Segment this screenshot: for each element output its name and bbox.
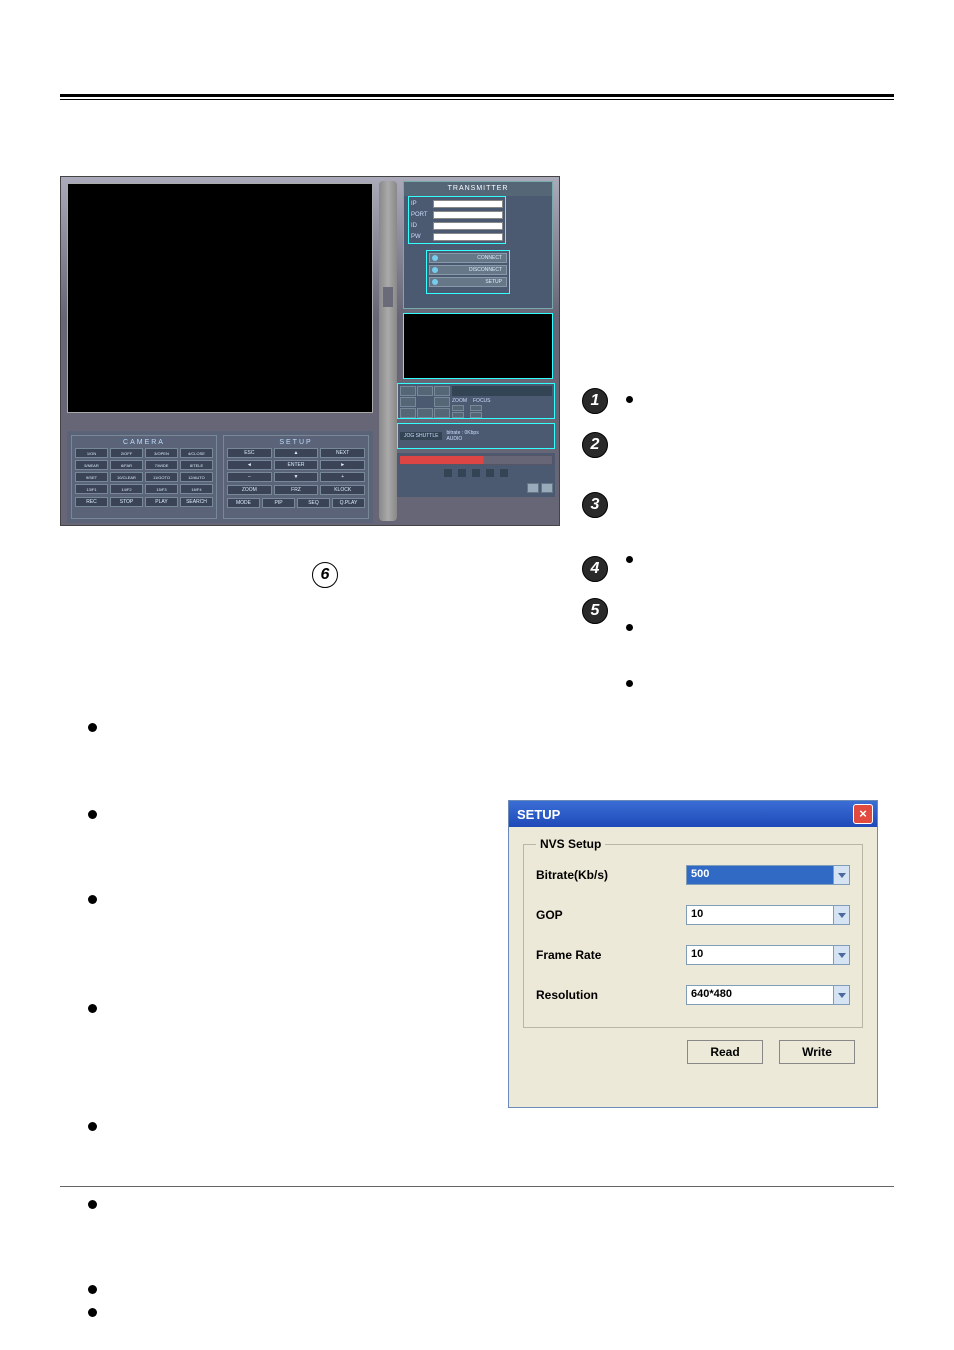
setup-dialog: SETUP × NVS Setup Bitrate(Kb/s) 500 GOP … [508,800,878,1108]
chevron-down-icon[interactable] [834,985,850,1005]
conn-label: PW [411,234,433,240]
port-field[interactable] [433,211,503,219]
setup-panel: SETUP ESC▲NEXT ◄ENTER► –▼+ ZOOMFRZKLOCK … [223,435,369,519]
divider-slot [383,287,393,307]
playback-controls[interactable] [399,469,553,481]
body-bullet [88,1004,97,1013]
callout-badge-2: 2 [582,432,608,458]
framerate-combo[interactable]: 10 [686,945,850,965]
setup-keypad[interactable]: ESC▲NEXT ◄ENTER► –▼+ [227,448,365,482]
bitrate-label: Bitrate(Kb/s) [536,868,686,882]
zoom-stepper[interactable] [452,405,464,418]
camera-keypad[interactable]: 1/ON2/OFF3/OPEN4/CLOSE 5/NEAR6/FAR7/WIDE… [75,448,213,494]
callout-badge-3: 3 [582,492,608,518]
body-bullet [88,723,97,732]
header-rule [60,94,894,100]
gop-value[interactable]: 10 [686,905,834,925]
camera-panel-title: CAMERA [75,439,213,446]
setup-dialog-titlebar[interactable]: SETUP × [509,801,877,827]
aux-video-area[interactable] [403,313,553,379]
bitrate-value[interactable]: 500 [686,865,834,885]
callout-badge-4: 4 [582,556,608,582]
side-bullet [626,680,633,687]
conn-label: ID [411,223,433,229]
footer-rule [60,1186,894,1187]
callout-badge-5: 5 [582,598,608,624]
setup-panel-title: SETUP [227,439,365,446]
body-bullet [88,1285,97,1294]
focus-stepper[interactable] [470,405,482,418]
pw-field[interactable] [433,233,503,241]
resolution-value[interactable]: 640*480 [686,985,834,1005]
setup-row-b[interactable]: MODEPIPSEQQ.PLAY [227,498,365,508]
zoom-label: ZOOM [452,398,467,404]
nvs-setup-legend: NVS Setup [536,837,605,851]
transmitter-title: TRANSMITTER [404,182,552,196]
panel-divider [379,181,397,521]
gop-combo[interactable]: 10 [686,905,850,925]
bitrate-row: Bitrate(Kb/s) 500 [536,865,850,885]
main-video-area[interactable] [67,183,373,413]
jog-shuttle-label[interactable]: JOG SHUTTLE [400,432,442,440]
gop-row: GOP 10 [536,905,850,925]
framerate-value[interactable]: 10 [686,945,834,965]
framerate-label: Frame Rate [536,948,686,962]
nvs-setup-fieldset: NVS Setup Bitrate(Kb/s) 500 GOP 10 Frame… [523,837,863,1028]
connection-box: IP PORT ID PW [408,196,506,244]
body-bullet [88,1308,97,1317]
body-bullet [88,810,97,819]
ip-field[interactable] [433,200,503,208]
transmitter-panel: TRANSMITTER IP PORT ID PW CONNECT DISCON… [403,181,553,309]
resolution-row: Resolution 640*480 [536,985,850,1005]
conn-row-ip: IP [411,199,503,209]
camera-panel: CAMERA 1/ON2/OFF3/OPEN4/CLOSE 5/NEAR6/FA… [71,435,217,519]
setup-row-a[interactable]: ZOOMFRZKLOCK [227,485,365,495]
callout-badge-6: 6 [312,562,338,588]
audio-toggle[interactable]: AUDIO [446,436,552,442]
timeline-bar[interactable] [399,455,553,465]
conn-label: PORT [411,212,433,218]
dvr-screenshot: TRANSMITTER IP PORT ID PW CONNECT DISCON… [60,176,560,526]
ptz-panel: ZOOM FOCUS [397,383,555,419]
setup-button[interactable]: SETUP [429,277,507,287]
side-bullet [626,624,633,631]
control-panels: CAMERA 1/ON2/OFF3/OPEN4/CLOSE 5/NEAR6/FA… [67,431,373,523]
chevron-down-icon[interactable] [834,905,850,925]
body-bullet [88,895,97,904]
gop-label: GOP [536,908,686,922]
setup-dialog-title: SETUP [517,807,560,822]
callout-badge-1: 1 [582,388,608,414]
side-bullet [626,556,633,563]
close-icon[interactable]: × [853,804,873,824]
body-bullet [88,1122,97,1131]
ptz-ch-row[interactable] [452,386,552,396]
export-icon[interactable] [541,483,553,493]
bitrate-combo[interactable]: 500 [686,865,850,885]
ptz-arrows[interactable] [400,386,450,416]
timeline-panel [397,453,555,497]
body-bullet [88,1200,97,1209]
focus-label: FOCUS [473,398,491,404]
jog-panel: JOG SHUTTLE bitrate : 0Kbps AUDIO [397,423,555,449]
id-field[interactable] [433,222,503,230]
connect-button[interactable]: CONNECT [429,253,507,263]
resolution-label: Resolution [536,988,686,1002]
camera-transport-row[interactable]: REC STOP PLAY SEARCH [75,497,213,507]
framerate-row: Frame Rate 10 [536,945,850,965]
chevron-down-icon[interactable] [834,945,850,965]
chevron-down-icon[interactable] [834,865,850,885]
conn-label: IP [411,201,433,207]
disconnect-button[interactable]: DISCONNECT [429,265,507,275]
conn-row-pw: PW [411,232,503,242]
write-button[interactable]: Write [779,1040,855,1064]
save-icon[interactable] [527,483,539,493]
conn-row-port: PORT [411,210,503,220]
conn-button-box: CONNECT DISCONNECT SETUP [426,250,510,294]
read-button[interactable]: Read [687,1040,763,1064]
resolution-combo[interactable]: 640*480 [686,985,850,1005]
side-bullet [626,396,633,403]
conn-row-id: ID [411,221,503,231]
